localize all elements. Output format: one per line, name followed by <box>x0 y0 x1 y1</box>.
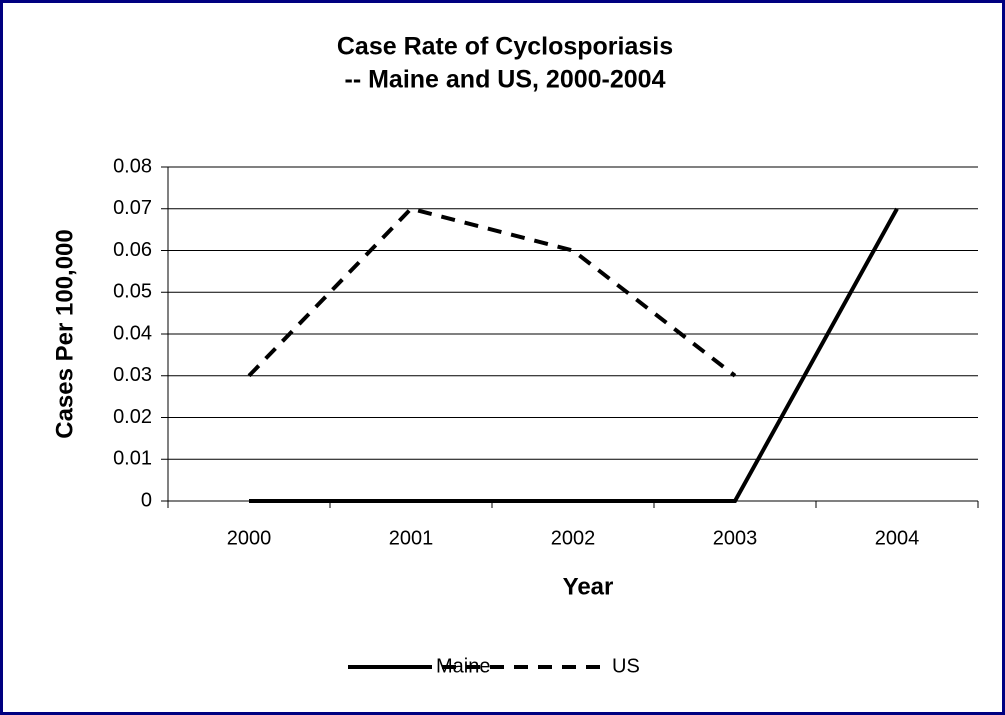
y-axis-title: Cases Per 100,000 <box>51 229 78 439</box>
x-tick-label: 2001 <box>389 527 434 549</box>
x-tick-label: 2003 <box>713 527 758 549</box>
legend-label: Maine <box>436 655 490 677</box>
y-tick-label: 0.05 <box>113 281 152 303</box>
y-tick-label: 0 <box>141 489 152 511</box>
y-tick-label: 0.07 <box>113 197 152 219</box>
x-tick-label: 2004 <box>875 527 920 549</box>
legend-label: US <box>612 655 640 677</box>
x-axis-title: Year <box>563 573 614 600</box>
y-tick-label: 0.02 <box>113 406 152 428</box>
data-line <box>249 207 899 503</box>
y-tick-label: 0.04 <box>113 322 152 344</box>
x-tick-label: 2002 <box>551 527 596 549</box>
x-tick-label: 2000 <box>227 527 272 549</box>
y-tick-label: 0.08 <box>113 155 152 177</box>
y-tick-label: 0.01 <box>113 448 152 470</box>
chart-title: Case Rate of Cyclosporiasis <box>337 33 673 61</box>
data-line <box>247 206 737 378</box>
y-tick-label: 0.06 <box>113 239 152 261</box>
y-tick-label: 0.03 <box>113 364 152 386</box>
chart-title: -- Maine and US, 2000-2004 <box>345 66 666 94</box>
